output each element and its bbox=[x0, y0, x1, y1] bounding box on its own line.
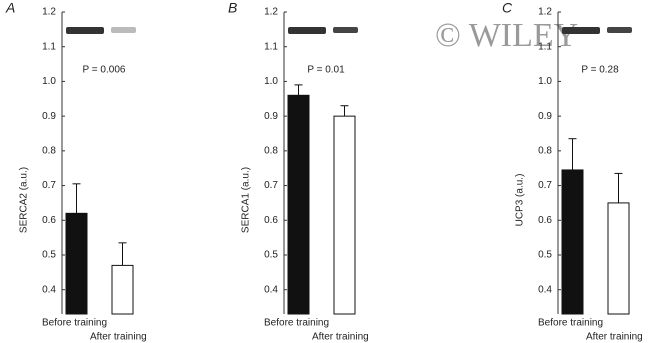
bar bbox=[65, 212, 88, 315]
y-tick-label: 1.2 bbox=[538, 7, 552, 18]
x-tick-label: Before training bbox=[538, 318, 603, 329]
y-tick-label: 0.4 bbox=[42, 284, 56, 295]
annotation: P = 0.28 bbox=[581, 65, 619, 76]
y-tick-label: 1.0 bbox=[538, 76, 552, 87]
blot bbox=[333, 27, 358, 33]
x-tick-label: Before training bbox=[42, 318, 107, 329]
y-tick-label: 0.9 bbox=[538, 111, 552, 122]
y-tick-label: 0.4 bbox=[264, 284, 278, 295]
y-tick-label: 0.7 bbox=[42, 180, 56, 191]
bar bbox=[111, 264, 134, 315]
blot bbox=[288, 27, 326, 34]
x-tick-label: After training bbox=[312, 332, 369, 343]
blot bbox=[607, 27, 632, 33]
y-tick-label: 0.9 bbox=[264, 111, 278, 122]
y-tick-label: 1.1 bbox=[264, 41, 278, 52]
y-tick-label: 0.8 bbox=[264, 145, 278, 156]
y-tick-label: 0.7 bbox=[264, 180, 278, 191]
y-tick-label: 0.9 bbox=[42, 111, 56, 122]
x-tick-label: After training bbox=[90, 332, 147, 343]
y-tick-label: 1.2 bbox=[264, 7, 278, 18]
y-axis-label: SERCA2 (a.u.) bbox=[19, 167, 30, 233]
panel-letter: C bbox=[502, 0, 513, 16]
x-tick-label: After training bbox=[586, 332, 643, 343]
y-tick-label: 0.5 bbox=[538, 250, 552, 261]
y-tick-label: 0.6 bbox=[42, 215, 56, 226]
panel: A SERCA2 (a.u.) 0.4 0.5 0.6 0.7 0.8 0.9 1.0 1.1 1.… bbox=[5, 0, 147, 343]
panel-letter: A bbox=[5, 0, 15, 16]
y-tick-label: 1.0 bbox=[264, 76, 278, 87]
blot bbox=[562, 27, 600, 34]
y-tick-label: 0.4 bbox=[538, 284, 552, 295]
annotation: P = 0.01 bbox=[307, 65, 345, 76]
y-tick-label: 1.0 bbox=[42, 76, 56, 87]
blot bbox=[66, 27, 104, 34]
blot bbox=[111, 27, 136, 33]
y-tick-label: 1.2 bbox=[42, 7, 56, 18]
y-axis-label: SERCA1 (a.u.) bbox=[241, 167, 252, 233]
y-axis-label: UCP3 (a.u.) bbox=[515, 174, 526, 227]
bar bbox=[287, 94, 310, 315]
y-tick-label: 1.1 bbox=[538, 41, 552, 52]
bar bbox=[333, 115, 356, 315]
y-tick-label: 0.8 bbox=[538, 145, 552, 156]
y-tick-label: 0.5 bbox=[264, 250, 278, 261]
y-tick-label: 0.6 bbox=[264, 215, 278, 226]
bar bbox=[561, 169, 584, 315]
y-tick-label: 0.8 bbox=[42, 145, 56, 156]
panel: C UCP3 (a.u.) 0.4 0.5 0.6 0.7 0.8 0.9 1.0 1.1 1.2 P… bbox=[502, 0, 643, 343]
panel-letter: B bbox=[228, 0, 237, 16]
y-tick-label: 0.6 bbox=[538, 215, 552, 226]
bar bbox=[607, 202, 630, 315]
panel: B SERCA1 (a.u.) 0.4 0.5 0.6 0.7 0.8 0.9 1.0 1.1 1.… bbox=[228, 0, 369, 343]
watermark: © WILEY bbox=[435, 17, 578, 54]
y-tick-label: 0.5 bbox=[42, 250, 56, 261]
y-tick-label: 1.1 bbox=[42, 41, 56, 52]
x-tick-label: Before training bbox=[264, 318, 329, 329]
annotation: P = 0.006 bbox=[83, 65, 126, 76]
y-tick-label: 0.7 bbox=[538, 180, 552, 191]
